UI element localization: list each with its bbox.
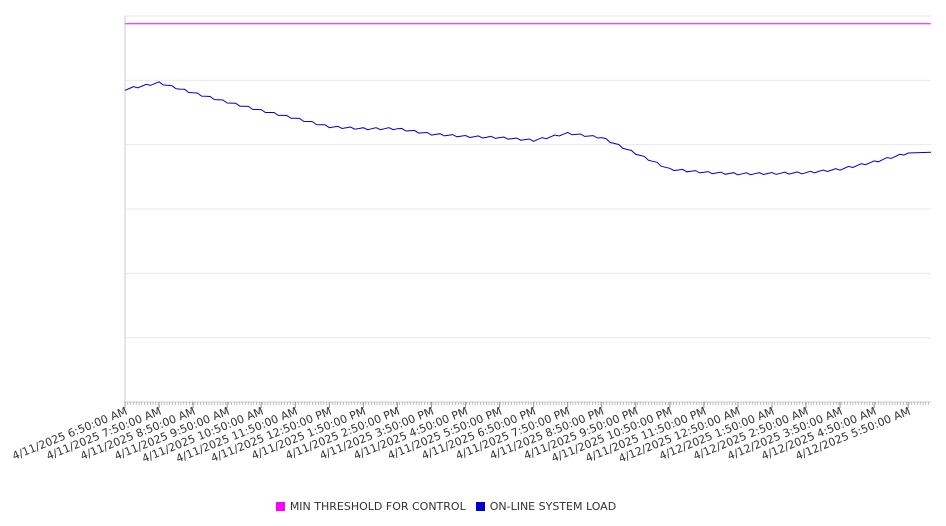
legend-item-min-threshold: MIN THRESHOLD FOR CONTROL bbox=[275, 499, 466, 513]
legend-label-min-threshold: MIN THRESHOLD FOR CONTROL bbox=[289, 499, 466, 513]
legend-label-system-load: ON-LINE SYSTEM LOAD bbox=[489, 499, 617, 513]
series-line-system-load bbox=[124, 81, 932, 176]
legend: MIN THRESHOLD FOR CONTROL ON-LINE SYSTEM… bbox=[0, 498, 892, 514]
minor-ticks bbox=[124, 402, 929, 405]
legend-swatch-system-load bbox=[475, 501, 485, 511]
x-tick-labels: 4/11/2025 6:50:00 AM4/11/2025 7:50:00 AM… bbox=[10, 402, 912, 465]
legend-item-system-load: ON-LINE SYSTEM LOAD bbox=[475, 499, 617, 513]
legend-swatch-min-threshold bbox=[275, 501, 285, 511]
gridlines bbox=[125, 15, 931, 339]
series-layer bbox=[124, 23, 932, 176]
